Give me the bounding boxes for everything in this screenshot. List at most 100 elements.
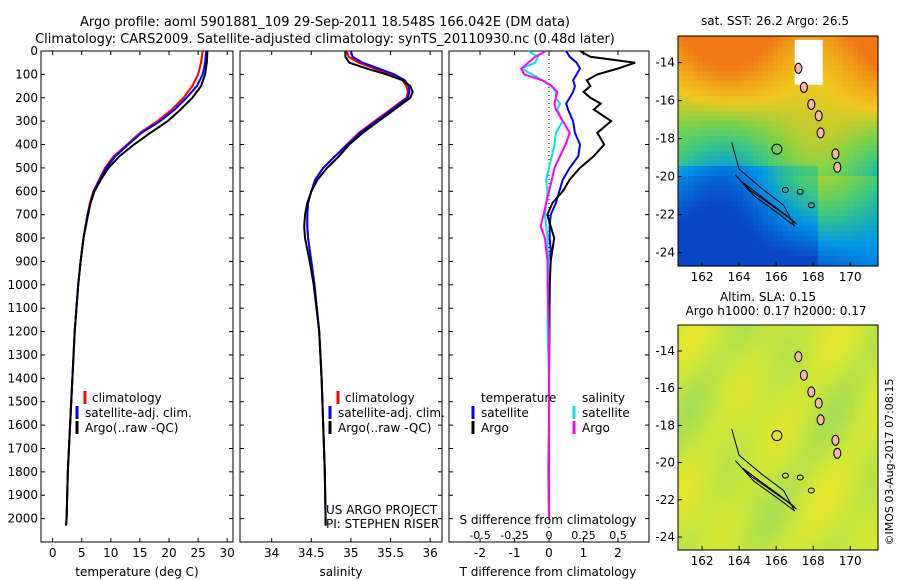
map-cell	[678, 540, 684, 546]
map-cell	[808, 466, 814, 473]
map-cell	[818, 201, 824, 207]
map-cell	[768, 121, 774, 127]
map-cell	[758, 476, 764, 483]
map-cell	[793, 226, 799, 232]
map-cell	[738, 349, 744, 355]
map-cell	[713, 334, 719, 341]
map-cell	[683, 329, 689, 336]
map-cell	[738, 81, 744, 87]
map-cell	[723, 408, 729, 414]
map-cell	[718, 344, 724, 351]
map-cell	[873, 221, 879, 227]
map-cell	[718, 176, 724, 182]
map-cell	[778, 515, 784, 522]
map-cell	[723, 383, 729, 390]
map-cell	[868, 146, 874, 152]
map-cell	[793, 156, 799, 162]
map-cell	[843, 71, 849, 77]
map-cell	[788, 462, 794, 468]
map-cell	[738, 246, 744, 252]
y-tick-label: 1600	[7, 418, 38, 432]
map-cell	[698, 383, 704, 390]
map-cell	[853, 216, 859, 222]
map-cell	[723, 457, 729, 463]
map-cell	[698, 466, 704, 473]
map-cell	[688, 349, 694, 355]
map-cell	[713, 545, 719, 551]
salinity-plot-frame	[239, 50, 443, 543]
map-cell	[743, 56, 749, 62]
map-cell	[683, 81, 689, 87]
map-cell	[678, 525, 684, 531]
map-cell	[818, 161, 824, 167]
map-cell	[808, 403, 814, 409]
sst-map-title: sat. SST: 26.2 Argo: 26.5	[701, 14, 849, 28]
map-cell	[708, 256, 714, 262]
map-cell	[743, 126, 749, 132]
map-cell	[863, 329, 869, 336]
map-cell	[788, 236, 794, 242]
map-cell	[868, 176, 874, 182]
map-cell	[683, 236, 689, 242]
map-cell	[753, 41, 759, 47]
map-cell	[713, 46, 719, 52]
map-cell	[738, 452, 744, 458]
map-cell	[768, 413, 774, 419]
map-cell	[848, 191, 854, 197]
map-cell	[803, 525, 809, 531]
map-cell	[763, 46, 769, 52]
map-cell	[713, 383, 719, 390]
map-cell	[853, 378, 859, 385]
map-cell	[873, 261, 879, 267]
map-cell	[823, 535, 829, 541]
map-cell	[843, 506, 849, 512]
map-cell	[783, 241, 789, 247]
map-cell	[828, 329, 834, 336]
map-cell	[843, 191, 849, 197]
map-cell	[803, 236, 809, 242]
map-cell	[763, 41, 769, 47]
map-cell	[758, 206, 764, 212]
map-cell	[793, 86, 799, 92]
map-cell	[758, 496, 764, 502]
map-cell	[823, 136, 829, 142]
map-cell	[688, 325, 694, 331]
map-cell	[698, 378, 704, 385]
map-cell	[703, 525, 709, 531]
map-cell	[698, 51, 704, 57]
map-cell	[813, 520, 819, 527]
map-cell	[853, 106, 859, 112]
map-cell	[723, 261, 729, 267]
map-cell	[838, 520, 844, 527]
map-cell	[758, 116, 764, 122]
difference-xlabel: T difference from climatology	[459, 565, 637, 579]
map-cell	[843, 373, 849, 380]
map-cell	[868, 452, 874, 458]
map-cell	[733, 501, 739, 507]
map-cell	[723, 81, 729, 87]
map-cell	[763, 329, 769, 336]
map-cell	[833, 46, 839, 52]
map-cell	[803, 457, 809, 463]
map-cell	[828, 530, 834, 536]
map-cell	[783, 71, 789, 77]
map-cell	[718, 432, 724, 439]
map-cell	[743, 325, 749, 331]
map-cell	[703, 530, 709, 536]
map-cell	[728, 530, 734, 536]
map-cell	[778, 545, 784, 551]
map-cell	[733, 171, 739, 177]
map-cell	[733, 334, 739, 341]
map-cell	[783, 201, 789, 207]
map-cell	[813, 462, 819, 468]
map-cell	[718, 486, 724, 492]
map-cell	[798, 462, 804, 468]
map-cell	[708, 442, 714, 448]
map-cell	[768, 491, 774, 497]
map-cell	[723, 111, 729, 117]
map-cell	[753, 408, 759, 414]
map-cell	[838, 437, 844, 443]
map-cell	[768, 417, 774, 424]
map-cell	[853, 176, 859, 182]
map-cell	[868, 432, 874, 439]
